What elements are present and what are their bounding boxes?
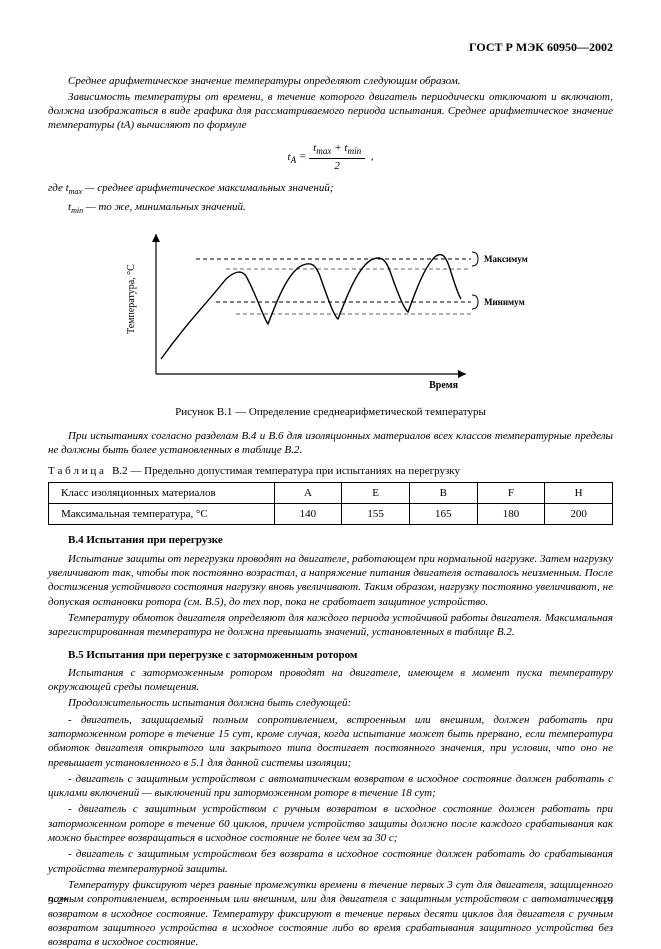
table-cell: Класс изоляционных материалов — [49, 482, 275, 503]
table-b2: Класс изоляционных материалов A E B F H … — [48, 482, 613, 526]
table-cell: 140 — [274, 504, 342, 525]
table-cell: B — [409, 482, 477, 503]
list-item: - двигатель, защищаемый полным сопротивл… — [48, 713, 613, 770]
paragraph: Температуру обмоток двигателя определяют… — [48, 611, 613, 640]
paragraph: Среднее арифметическое значение температ… — [48, 74, 613, 88]
paragraph: Испытания с заторможенным ротором провод… — [48, 666, 613, 695]
paragraph: Продолжительность испытания должна быть … — [48, 696, 613, 710]
paragraph: Испытание защиты от перегрузки проводят … — [48, 552, 613, 609]
doc-header: ГОСТ Р МЭК 60950—2002 — [48, 40, 613, 56]
formula-eq: = — [299, 151, 309, 163]
footer-left: 9-2* — [48, 894, 68, 908]
fraction: tmax + tmin 2 — [309, 141, 365, 173]
section-b5-title: В.5 Испытания при перегрузке с заторможе… — [48, 648, 613, 662]
table-cell: Максимальная температура, °С — [49, 504, 275, 525]
list-item: - двигатель с защитным устройством с авт… — [48, 772, 613, 801]
table-title: Т а б л и ц а В.2 — Предельно допустимая… — [48, 464, 613, 478]
table-cell: F — [477, 482, 545, 503]
formula-tail: , — [368, 151, 374, 163]
svg-text:Максимум: Максимум — [484, 254, 528, 264]
table-cell: 165 — [409, 504, 477, 525]
paragraph: Зависимость температуры от времени, в те… — [48, 90, 613, 133]
formula: tA = tmax + tmin 2 , — [48, 141, 613, 173]
where-pre: где — [48, 182, 66, 194]
list-item: - двигатель с защитным устройством с руч… — [48, 802, 613, 845]
where-line: tmin — то же, минимальных значений. — [48, 200, 613, 217]
table-cell: E — [342, 482, 410, 503]
svg-text:Время: Время — [429, 380, 458, 391]
temperature-chart: Температура, °С Время Максимум Минимум — [48, 224, 613, 398]
table-row: Класс изоляционных материалов A E B F H — [49, 482, 613, 503]
svg-text:Температура, °С: Температура, °С — [126, 264, 137, 334]
section-b4-title: В.4 Испытания при перегрузке — [48, 533, 613, 547]
footer-right: 119 — [597, 894, 613, 908]
svg-text:Минимум: Минимум — [484, 297, 525, 307]
figure-caption: Рисунок В.1 — Определение среднеарифмети… — [48, 405, 613, 419]
paragraph: Температуру фиксируют через равные проме… — [48, 878, 613, 949]
paragraph: При испытаниях согласно разделам В.4 и В… — [48, 429, 613, 458]
table-cell: 155 — [342, 504, 410, 525]
list-item: - двигатель с защитным устройством без в… — [48, 847, 613, 876]
page-footer: 9-2* 119 — [48, 894, 613, 908]
table-cell: H — [545, 482, 613, 503]
where-text: — то же, минимальных значений. — [83, 201, 246, 213]
table-cell: 200 — [545, 504, 613, 525]
table-row: Максимальная температура, °С 140 155 165… — [49, 504, 613, 525]
table-cell: A — [274, 482, 342, 503]
where-line: где tmax — среднее арифметическое максим… — [48, 181, 613, 198]
where-text: — среднее арифметическое максимальных зн… — [82, 182, 333, 194]
table-cell: 180 — [477, 504, 545, 525]
formula-lhs: tA — [288, 151, 297, 163]
